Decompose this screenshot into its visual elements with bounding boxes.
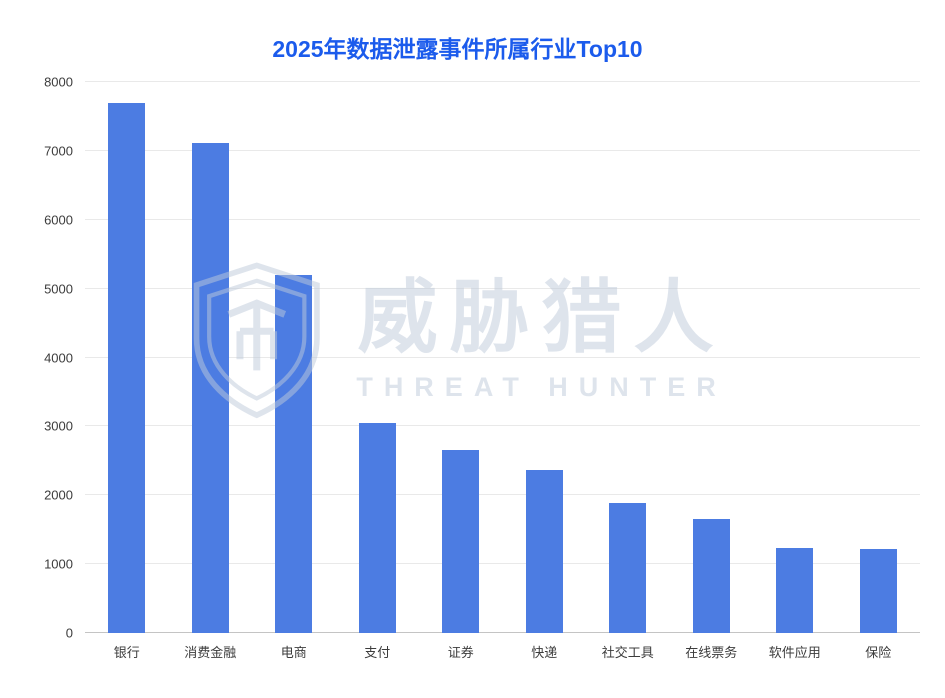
chart-title: 2025年数据泄露事件所属行业Top10 bbox=[272, 36, 643, 62]
x-axis-label: 软件应用 bbox=[768, 645, 821, 660]
bar bbox=[609, 502, 647, 633]
bar-column bbox=[85, 82, 169, 633]
bar bbox=[191, 142, 229, 633]
x-axis-label: 在线票务 bbox=[685, 645, 738, 660]
y-tick-label: 7000 bbox=[44, 143, 73, 159]
bar bbox=[358, 422, 396, 633]
bar-column bbox=[670, 82, 754, 633]
y-tick-label: 4000 bbox=[44, 350, 73, 365]
x-axis-label: 电商 bbox=[280, 645, 307, 660]
bar-column bbox=[586, 82, 670, 633]
y-tick-label: 3000 bbox=[44, 418, 73, 434]
y-tick-label: 5000 bbox=[44, 281, 73, 297]
x-axis-label: 证券 bbox=[447, 645, 474, 660]
bar-column bbox=[503, 82, 587, 633]
x-axis-label: 消费金融 bbox=[184, 645, 237, 660]
bar bbox=[525, 469, 563, 633]
x-axis-label: 快递 bbox=[531, 645, 558, 660]
grid-layer bbox=[85, 81, 920, 633]
gridline bbox=[85, 149, 920, 151]
bar bbox=[692, 518, 730, 633]
bar-column bbox=[336, 82, 420, 633]
bar bbox=[275, 274, 313, 633]
bars-layer bbox=[85, 82, 920, 633]
gridline bbox=[85, 218, 920, 220]
x-axis-label: 银行 bbox=[113, 645, 140, 660]
bar bbox=[776, 548, 814, 633]
gridline bbox=[85, 563, 920, 565]
gridline bbox=[85, 425, 920, 427]
x-axis-line bbox=[85, 632, 920, 633]
y-tick-label: 2000 bbox=[44, 487, 73, 503]
x-axis-label: 社交工具 bbox=[601, 645, 654, 660]
bar-column bbox=[169, 82, 253, 633]
bar bbox=[108, 102, 146, 633]
x-axis-label: 支付 bbox=[364, 645, 391, 660]
bar-column bbox=[753, 82, 837, 633]
gridline bbox=[85, 494, 920, 496]
gridline bbox=[85, 356, 920, 358]
bar bbox=[442, 450, 480, 633]
y-tick-label: 6000 bbox=[44, 212, 73, 228]
y-tick-label: 8000 bbox=[44, 74, 73, 90]
y-axis-ticks: 0 1000 2000 3000 4000 5000 6000 7000 8000 bbox=[23, 75, 73, 641]
x-axis-label: 保险 bbox=[865, 645, 892, 660]
bar-column bbox=[419, 82, 503, 633]
y-tick-label: 0 bbox=[65, 625, 73, 641]
bar-column bbox=[837, 82, 921, 633]
x-axis-labels: 银行 消费金融 电商 支付 证券 快递 社交工具 在线票务 软件应用 保险 bbox=[85, 642, 920, 661]
bar-chart: 威胁猎人 THREAT HUNTER 0 1000 2000 3000 4000 5000… bbox=[44, 75, 920, 660]
gridline bbox=[85, 81, 920, 82]
plot-area: 威胁猎人 THREAT HUNTER bbox=[85, 81, 920, 633]
y-tick-label: 1000 bbox=[44, 556, 73, 572]
gridline bbox=[85, 287, 920, 289]
bar-column bbox=[252, 82, 336, 633]
bar bbox=[859, 548, 897, 633]
